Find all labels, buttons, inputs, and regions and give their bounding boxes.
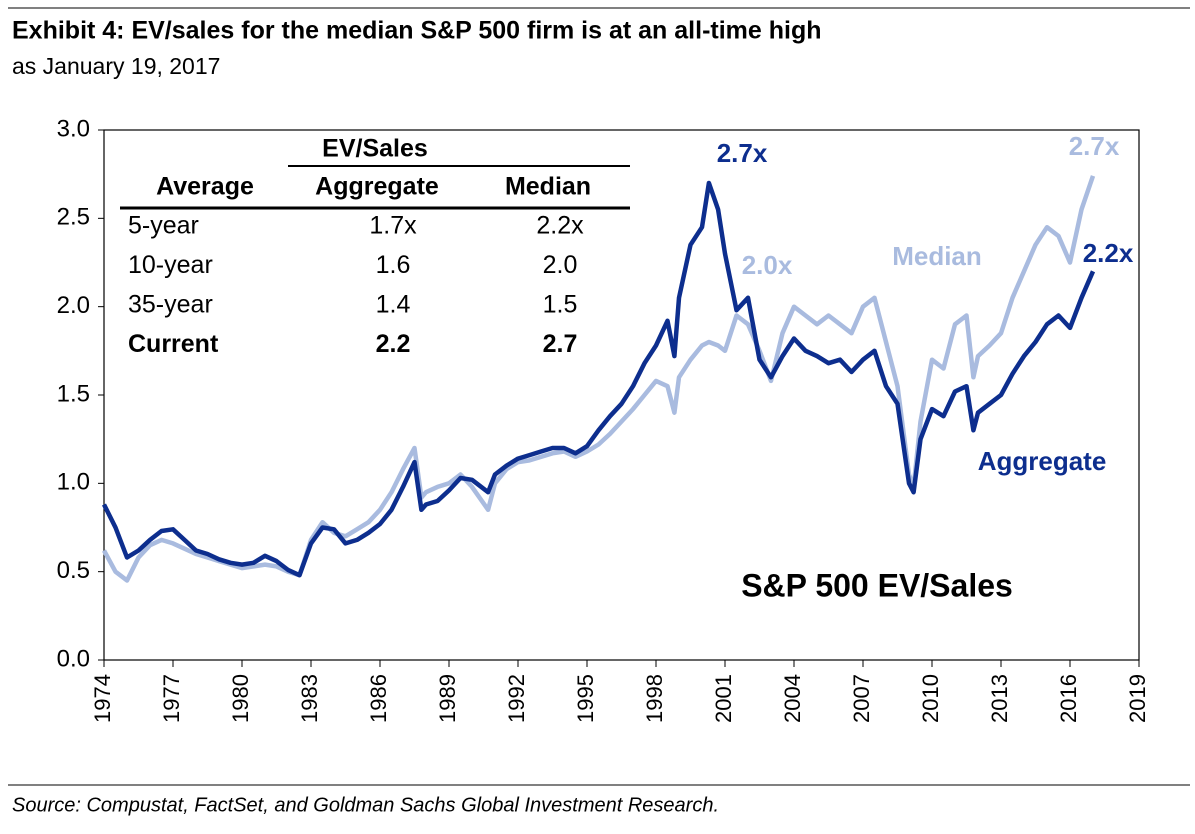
x-tick-label: 2019: [1125, 674, 1150, 723]
x-tick-label: 1974: [90, 674, 115, 723]
series-line: [101, 180, 1096, 578]
annotation: Median: [892, 241, 982, 271]
x-tick-label: 1998: [642, 674, 667, 723]
y-tick-label: 1.5: [57, 380, 90, 407]
table-cell: 1.5: [543, 291, 578, 319]
table-cell: Current: [128, 330, 219, 358]
table-cell: 1.6: [376, 251, 411, 279]
table-cell: 10-year: [128, 251, 213, 279]
x-tick-label: 1989: [435, 674, 460, 723]
x-tick-label: 2013: [987, 674, 1012, 723]
table-cell: 1.7x: [369, 212, 417, 240]
table-cell: 2.7: [543, 330, 578, 358]
chart-title: Exhibit 4: EV/sales for the median S&P 5…: [12, 17, 822, 45]
x-tick-label: 2001: [711, 674, 736, 723]
y-tick-label: 1.0: [57, 469, 90, 496]
x-tick-label: 1986: [366, 674, 391, 723]
annotation: 2.7x: [1069, 131, 1120, 161]
table-cell: 5-year: [128, 212, 199, 240]
table-group-header: EV/Sales: [322, 135, 428, 163]
x-tick-label: 1983: [297, 674, 322, 723]
chart-subtitle: as January 19, 2017: [12, 53, 220, 79]
y-tick-label: 2.5: [57, 204, 90, 231]
table-cell: 2.0: [543, 251, 578, 279]
x-tick-label: 2016: [1056, 674, 1081, 723]
table-column-header: Average: [156, 173, 254, 201]
table-cell: 1.4: [376, 291, 411, 319]
x-tick-label: 1995: [573, 674, 598, 723]
series-line: [102, 175, 1096, 583]
table-column-header: Median: [505, 173, 591, 201]
x-tick-label: 2010: [918, 674, 943, 723]
x-tick-label: 1977: [159, 674, 184, 723]
x-tick-label: 2004: [780, 674, 805, 723]
annotation: 2.7x: [717, 138, 768, 168]
y-tick-label: 0.5: [57, 557, 90, 584]
annotation: 2.0x: [742, 250, 793, 280]
x-tick-label: 2007: [849, 674, 874, 723]
y-tick-label: 3.0: [57, 115, 90, 142]
annotation: 2.2x: [1083, 238, 1134, 268]
x-tick-label: 1992: [504, 674, 529, 723]
table-cell: 2.2: [376, 330, 411, 358]
table-cell: 35-year: [128, 291, 213, 319]
table-column-header: Aggregate: [315, 173, 439, 201]
y-tick-label: 2.0: [57, 292, 90, 319]
x-tick-label: 1980: [228, 674, 253, 723]
annotation: Aggregate: [978, 446, 1107, 476]
source-note: Source: Compustat, FactSet, and Goldman …: [12, 794, 719, 816]
y-tick-label: 0.0: [57, 645, 90, 672]
annotation: S&P 500 EV/Sales: [741, 567, 1013, 603]
table-cell: 2.2x: [536, 212, 584, 240]
